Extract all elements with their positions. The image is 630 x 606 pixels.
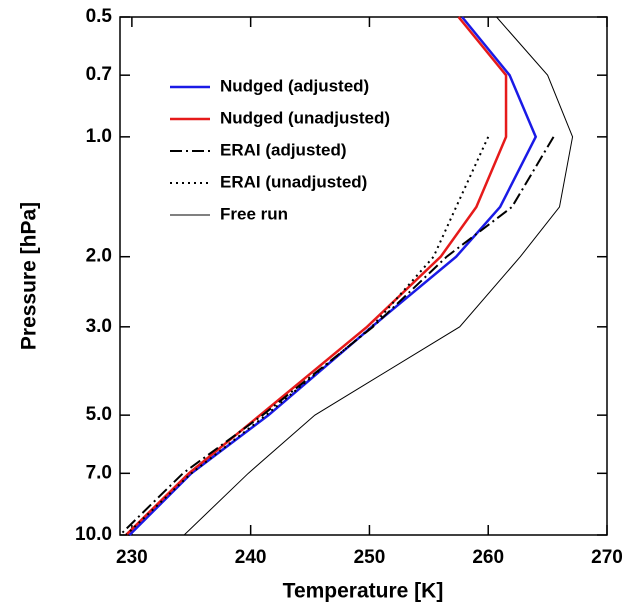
y-tick-label: 10.0	[75, 524, 112, 545]
y-tick-label: 1.0	[86, 126, 112, 147]
series-line	[128, 16, 538, 536]
legend-text: ERAI (unadjusted)	[220, 172, 367, 191]
series-line	[119, 136, 555, 536]
y-tick-label: 5.0	[86, 404, 112, 425]
x-tick-label: 270	[591, 547, 623, 568]
legend-text: Nudged (unadjusted)	[220, 108, 390, 127]
y-tick-label: 3.0	[86, 316, 112, 337]
plot-frame	[119, 16, 608, 536]
x-tick-label: 240	[235, 547, 267, 568]
y-axis-title: Pressure [hPa]	[18, 202, 41, 350]
x-axis-title: Temperature [K]	[283, 580, 444, 603]
legend-text: ERAI (adjusted)	[220, 140, 347, 159]
y-tick-label: 7.0	[86, 462, 112, 483]
y-tick-label: 0.5	[86, 6, 113, 27]
x-tick-label: 260	[472, 547, 504, 568]
x-tick-label: 230	[116, 547, 148, 568]
y-tick-label: 0.7	[86, 64, 112, 85]
x-tick-label: 250	[354, 547, 386, 568]
series-line	[125, 136, 490, 536]
legend-text: Nudged (adjusted)	[220, 76, 369, 95]
legend-text: Free run	[220, 204, 288, 223]
series-line	[183, 16, 574, 536]
y-tick-label: 2.0	[86, 246, 112, 267]
series-line	[125, 16, 508, 536]
